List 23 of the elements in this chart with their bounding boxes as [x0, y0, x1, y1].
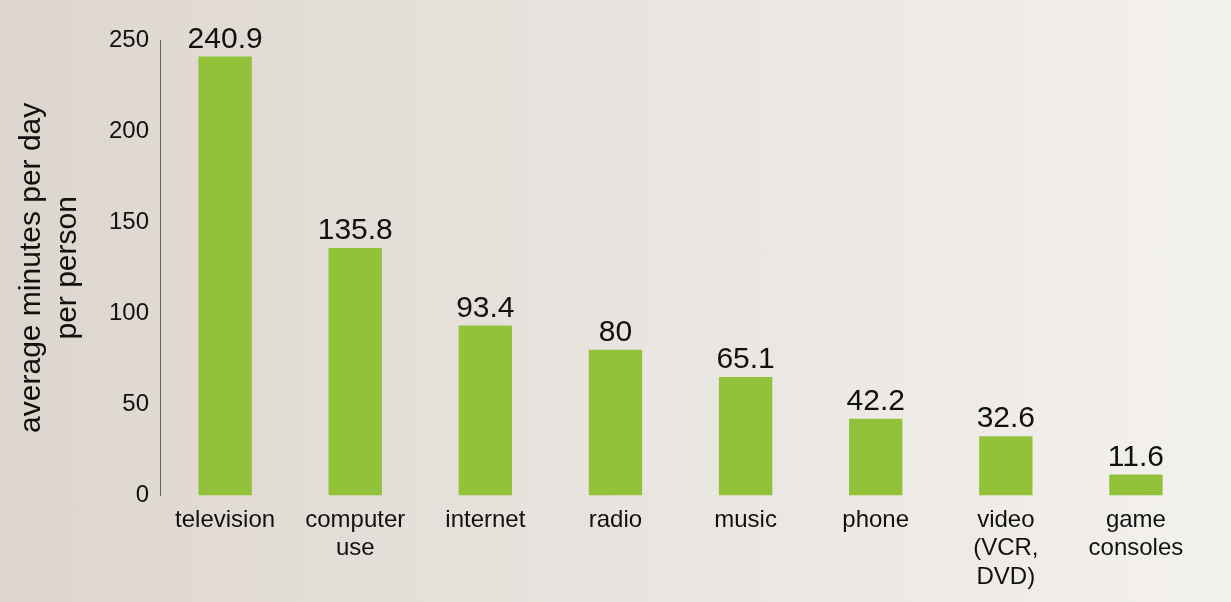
- x-tick-label: internet: [445, 504, 526, 532]
- x-tick-label: radio: [588, 504, 643, 532]
- x-tick-label: phone: [842, 504, 910, 532]
- y-tick-label: 150: [109, 206, 150, 234]
- data-label: 11.6: [1107, 438, 1165, 472]
- y-tick-label: 50: [122, 389, 150, 417]
- data-label: 65.1: [716, 341, 775, 375]
- data-label: 93.4: [456, 289, 515, 323]
- x-tick-label: music: [714, 504, 777, 532]
- x-tick-label: computer use: [305, 504, 406, 561]
- data-label: 135.8: [317, 212, 393, 246]
- x-tick-label: television: [175, 504, 276, 532]
- x-tick-label: video (VCR, DVD): [973, 504, 1039, 590]
- y-tick-label: 100: [109, 297, 150, 325]
- data-label: 240.9: [187, 20, 263, 54]
- data-label: 80: [598, 314, 633, 348]
- y-tick-label: 250: [109, 24, 150, 52]
- data-label: 42.2: [846, 382, 905, 416]
- y-tick-label: 200: [109, 115, 150, 143]
- x-tick-label: game consoles: [1088, 504, 1184, 561]
- y-axis-title: average minutes per day per person: [13, 102, 83, 433]
- y-tick-label: 0: [135, 480, 150, 508]
- data-label: 32.6: [976, 400, 1036, 434]
